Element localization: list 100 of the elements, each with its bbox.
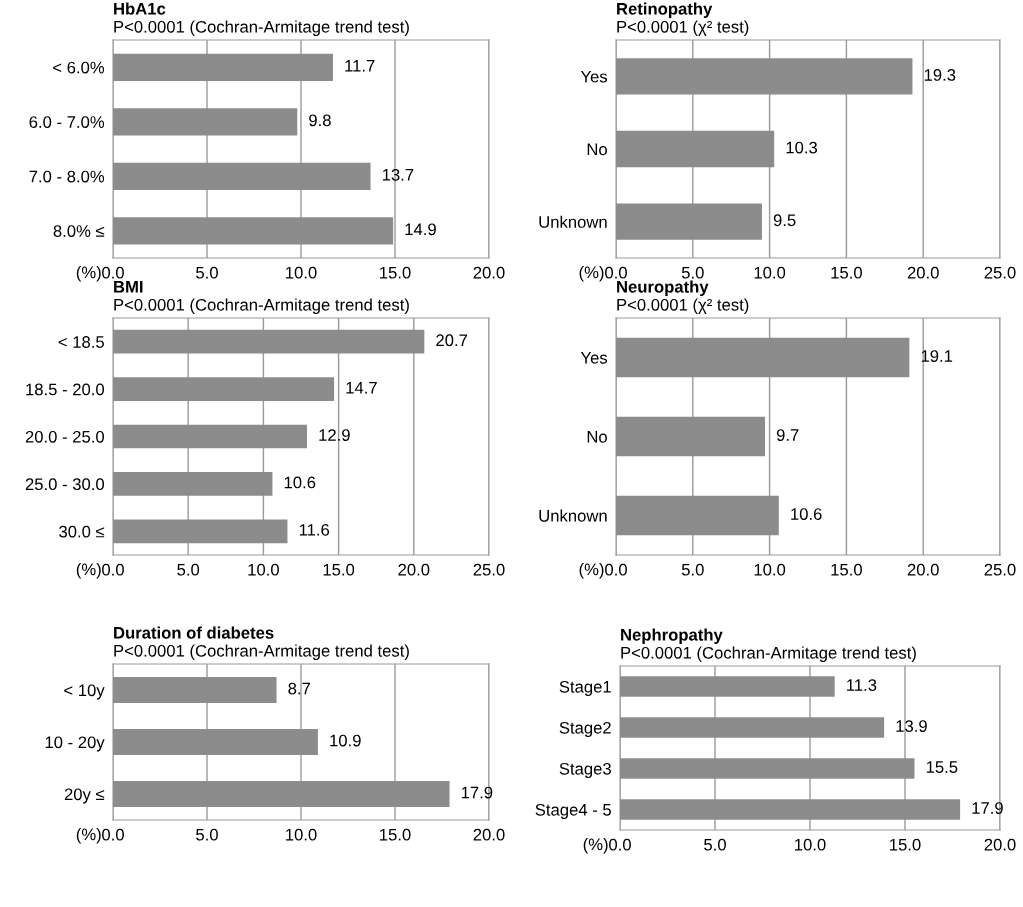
- x-tick-label: 10.0: [754, 563, 786, 576]
- data-label: 11.3: [847, 679, 877, 691]
- x-tick-label: 20.0: [907, 266, 939, 279]
- bar: [113, 162, 371, 190]
- x-tick-label: 5.0: [177, 563, 200, 576]
- bar: [616, 58, 913, 95]
- bar: [616, 337, 910, 378]
- data-label: 14.7: [346, 381, 377, 394]
- bar: [620, 676, 835, 697]
- bar: [113, 108, 298, 136]
- chart-subtitle: P<0.0001 (Cochran-Armitage trend test): [114, 20, 409, 36]
- chart-title: Nephropathy: [621, 628, 723, 644]
- data-label: 10.6: [791, 508, 822, 520]
- x-axis-title: (%): [579, 266, 604, 282]
- x-tick-label: 20.0: [398, 563, 430, 576]
- data-label: 17.9: [972, 802, 1003, 814]
- x-tick-label: 10.0: [248, 563, 279, 576]
- y-tick-label: Yes: [580, 70, 608, 83]
- x-tick-label: 15.0: [380, 828, 411, 841]
- y-tick-label: No: [587, 431, 607, 443]
- data-label: 15.5: [926, 761, 958, 773]
- y-tick-label: 6.0 - 7.0%: [29, 116, 105, 128]
- x-axis-title: (%): [76, 563, 101, 579]
- bar: [113, 519, 288, 544]
- y-tick-label: No: [587, 143, 607, 156]
- x-tick-label: 20.0: [907, 563, 939, 576]
- data-label: 14.9: [405, 223, 436, 236]
- bar: [620, 758, 915, 779]
- bar: [113, 472, 273, 496]
- bar: [616, 495, 779, 536]
- chart-title: BMI: [114, 281, 143, 293]
- bar: [113, 781, 450, 807]
- data-label: 20.7: [436, 334, 468, 347]
- x-axis-title: (%): [76, 828, 101, 844]
- y-tick-label: 25.0 - 30.0: [25, 478, 105, 491]
- x-tick-label: 25.0: [473, 563, 505, 576]
- x-tick-label: 0.0: [102, 563, 124, 576]
- bar: [616, 130, 775, 168]
- y-tick-label: 7.0 - 8.0%: [29, 170, 105, 183]
- x-tick-label: 15.0: [831, 266, 862, 279]
- x-tick-label: 0.0: [605, 266, 627, 279]
- y-tick-label: Unknown: [539, 509, 607, 522]
- x-tick-label: 0.0: [609, 838, 631, 851]
- data-label: 19.3: [924, 69, 956, 81]
- data-label: 11.7: [345, 60, 375, 72]
- bar: [113, 329, 425, 354]
- x-tick-label: 25.0: [984, 266, 1016, 279]
- x-tick-label: 5.0: [704, 838, 726, 851]
- x-tick-label: 10.0: [286, 828, 317, 841]
- data-label: 9.5: [773, 214, 796, 227]
- data-label: 10.6: [284, 476, 316, 489]
- x-tick-label: 5.0: [196, 828, 218, 841]
- y-tick-label: < 10y: [64, 684, 105, 700]
- data-label: 9.8: [309, 114, 331, 127]
- data-label: 8.7: [288, 682, 310, 695]
- bar: [620, 799, 961, 820]
- y-tick-label: Yes: [580, 352, 608, 364]
- bar: [113, 729, 318, 755]
- bar: [113, 377, 335, 401]
- y-tick-label: < 6.0%: [53, 61, 105, 74]
- bar: [113, 677, 277, 703]
- chart-title: Neuropathy: [617, 280, 709, 296]
- x-tick-label: 15.0: [380, 266, 411, 279]
- y-tick-label: 20y ≤: [64, 788, 105, 804]
- x-tick-label: 25.0: [984, 563, 1016, 576]
- chart-subtitle: P<0.0001 (Cochran-Armitage trend test): [114, 298, 409, 314]
- y-tick-label: 18.5 - 20.0: [26, 383, 105, 396]
- data-label: 10.9: [330, 734, 361, 747]
- chart-title: HbA1c: [114, 2, 166, 15]
- data-label: 12.9: [319, 429, 350, 441]
- data-label: 9.7: [776, 429, 799, 441]
- x-tick-label: 20.0: [473, 266, 505, 279]
- x-axis-title: (%): [583, 838, 608, 854]
- chart-title: Duration of diabetes: [114, 626, 274, 639]
- y-tick-label: Unknown: [539, 215, 607, 228]
- x-tick-label: 0.0: [102, 828, 124, 841]
- chart-subtitle: P<0.0001 (χ² test): [617, 298, 749, 314]
- bar: [616, 203, 762, 240]
- bar: [113, 217, 394, 245]
- x-axis-title: (%): [579, 563, 604, 579]
- x-tick-label: 20.0: [984, 838, 1016, 851]
- x-tick-label: 15.0: [890, 838, 921, 851]
- x-tick-label: 5.0: [681, 266, 704, 279]
- y-tick-label: Stage4 - 5: [535, 803, 611, 819]
- chart-subtitle: P<0.0001 (Cochran-Armitage trend test): [114, 644, 409, 660]
- chart-subtitle: P<0.0001 (χ² test): [617, 20, 749, 36]
- x-axis-title: (%): [76, 266, 101, 282]
- bar: [113, 53, 333, 81]
- data-label: 17.9: [461, 786, 493, 799]
- x-tick-label: 5.0: [681, 563, 704, 576]
- y-tick-label: 8.0% ≤: [53, 225, 105, 237]
- data-label: 11.6: [299, 523, 330, 536]
- chart-title: Retinopathy: [617, 2, 713, 18]
- x-tick-label: 0.0: [102, 266, 124, 279]
- x-tick-label: 0.0: [605, 563, 627, 576]
- data-label: 10.3: [786, 141, 818, 154]
- y-tick-label: 10 - 20y: [45, 736, 105, 752]
- chart-subtitle: P<0.0001 (Cochran-Armitage trend test): [621, 646, 916, 662]
- y-tick-label: Stage1: [559, 680, 611, 696]
- data-label: 13.9: [896, 720, 927, 732]
